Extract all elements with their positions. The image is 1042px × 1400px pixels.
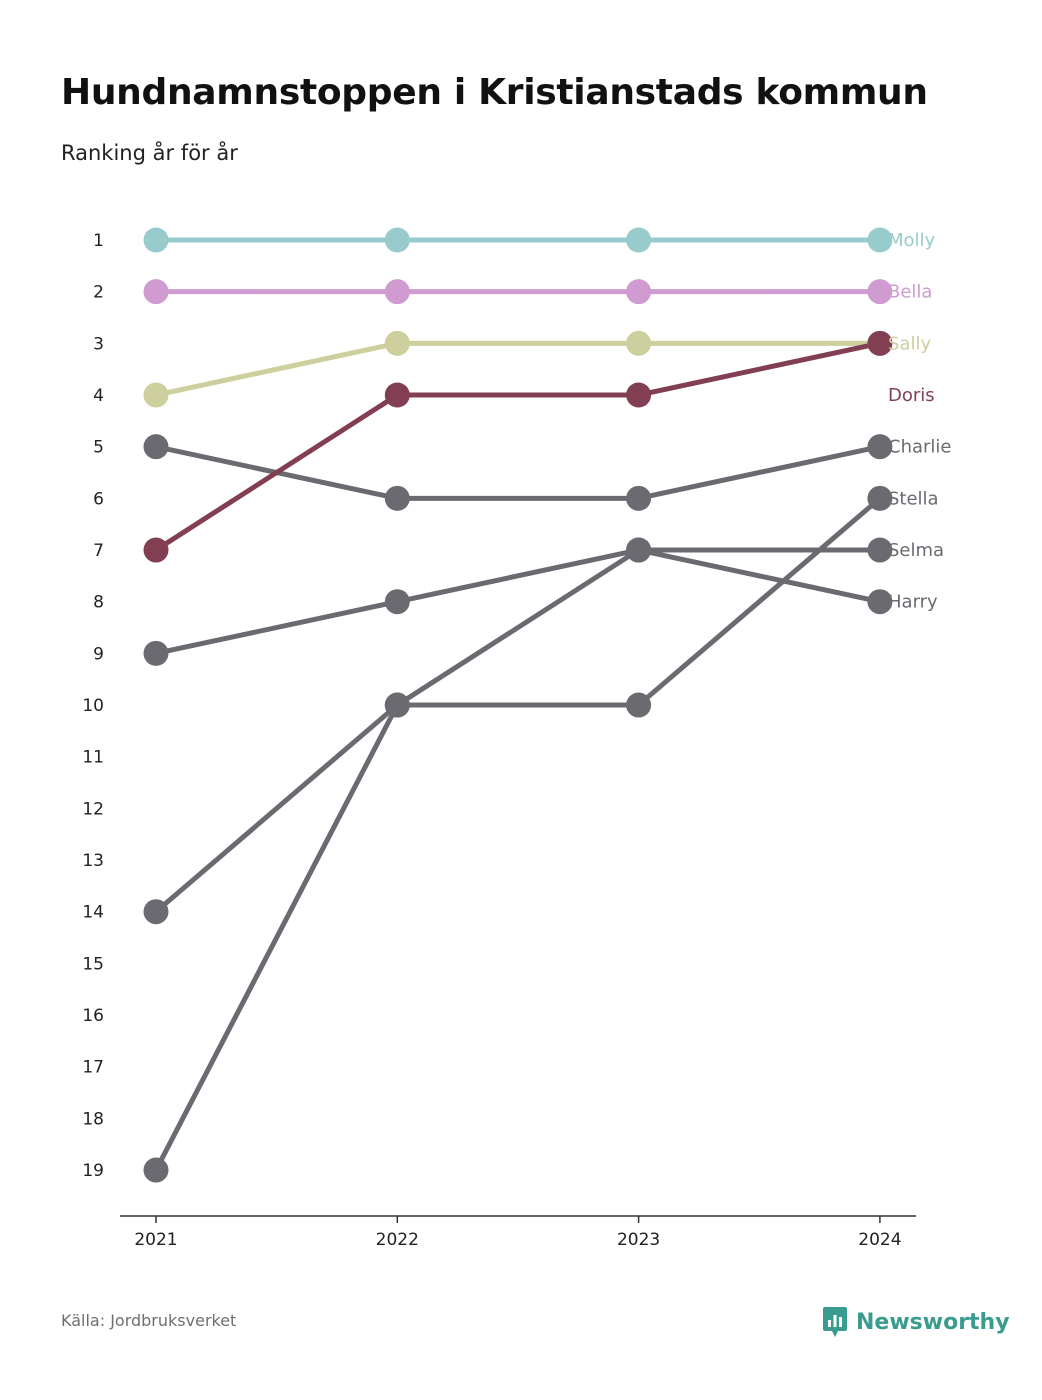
data-point-sally: [626, 330, 652, 356]
data-point-stella: [626, 692, 652, 718]
y-tick-label: 14: [82, 903, 104, 923]
y-tick-label: 7: [93, 541, 104, 561]
y-tick-label: 10: [82, 696, 104, 716]
data-point-stella: [384, 692, 410, 718]
data-point-selma: [867, 537, 893, 563]
y-tick-label: 8: [93, 593, 104, 613]
data-point-doris: [867, 330, 893, 356]
y-tick-label: 11: [82, 748, 104, 768]
data-point-charlie: [143, 434, 169, 460]
series-label-charlie: Charlie: [888, 437, 951, 458]
series-lines: [153, 237, 883, 1173]
series-labels: Molly Bella Sally Charlie Selma Harry Stella Do…: [888, 230, 951, 613]
source-note: Källa: Jordbruksverket: [61, 1311, 237, 1330]
y-tick-label: 16: [82, 1006, 104, 1026]
y-tick-label: 9: [93, 644, 104, 664]
y-tick-label: 15: [82, 954, 104, 974]
series-label-selma: Selma: [888, 540, 944, 561]
data-point-molly: [143, 227, 169, 253]
data-point-doris: [143, 537, 169, 563]
series-line-charlie: [153, 444, 883, 501]
data-point-sally: [384, 330, 410, 356]
data-point-stella: [867, 485, 893, 511]
x-tick-label: 2023: [617, 1230, 660, 1250]
series-line-doris: [153, 340, 883, 553]
data-point-selma: [143, 899, 169, 925]
data-point-harry: [384, 589, 410, 615]
y-tick-label: 5: [93, 438, 104, 458]
y-tick-label: 1: [93, 231, 104, 251]
chart-subtitle: Ranking år för år: [61, 141, 238, 165]
data-point-charlie: [867, 434, 893, 460]
x-tick-label: 2024: [858, 1230, 901, 1250]
data-point-bella: [384, 279, 410, 305]
data-point-bella: [867, 279, 893, 305]
x-axis: 2021 2022 2023 2024: [120, 1215, 916, 1250]
data-point-charlie: [384, 485, 410, 511]
series-label-bella: Bella: [888, 282, 932, 303]
data-point-charlie: [626, 485, 652, 511]
x-tick-label: 2021: [134, 1230, 177, 1250]
data-point-doris: [626, 382, 652, 408]
series-label-harry: Harry: [888, 592, 938, 613]
chart-bubble-icon: [823, 1307, 847, 1337]
series-label-doris: Doris: [888, 385, 935, 406]
series-line-selma: [153, 547, 883, 915]
series-label-stella: Stella: [888, 488, 939, 509]
data-point-stella: [143, 1157, 169, 1183]
series-line-harry: [153, 547, 883, 656]
brand-logo[interactable]: Newsworthy: [822, 1306, 1010, 1338]
series-label-sally: Sally: [888, 333, 931, 354]
data-point-harry: [867, 589, 893, 615]
data-point-sally: [143, 382, 169, 408]
data-point-molly: [384, 227, 410, 253]
y-tick-label: 4: [93, 386, 104, 406]
y-tick-label: 19: [82, 1161, 104, 1181]
data-point-doris: [384, 382, 410, 408]
data-point-molly: [867, 227, 893, 253]
y-tick-label: 12: [82, 799, 104, 819]
series-points: [143, 227, 893, 1183]
series-line-sally: [153, 340, 883, 398]
y-tick-label: 2: [93, 283, 104, 303]
y-tick-label: 6: [93, 489, 104, 509]
y-tick-label: 3: [93, 334, 104, 354]
data-point-molly: [626, 227, 652, 253]
y-tick-label: 18: [82, 1109, 104, 1129]
series-label-molly: Molly: [888, 230, 936, 251]
y-tick-label: 13: [82, 851, 104, 871]
series-line-stella: [153, 495, 883, 1173]
brand-name: Newsworthy: [856, 1309, 1010, 1335]
data-point-bella: [143, 279, 169, 305]
data-point-bella: [626, 279, 652, 305]
data-point-harry: [143, 640, 169, 666]
x-tick-label: 2022: [376, 1230, 419, 1250]
data-point-harry: [626, 537, 652, 563]
chart-title: Hundnamnstoppen i Kristianstads kommun: [61, 72, 928, 113]
y-tick-label: 17: [82, 1058, 104, 1078]
